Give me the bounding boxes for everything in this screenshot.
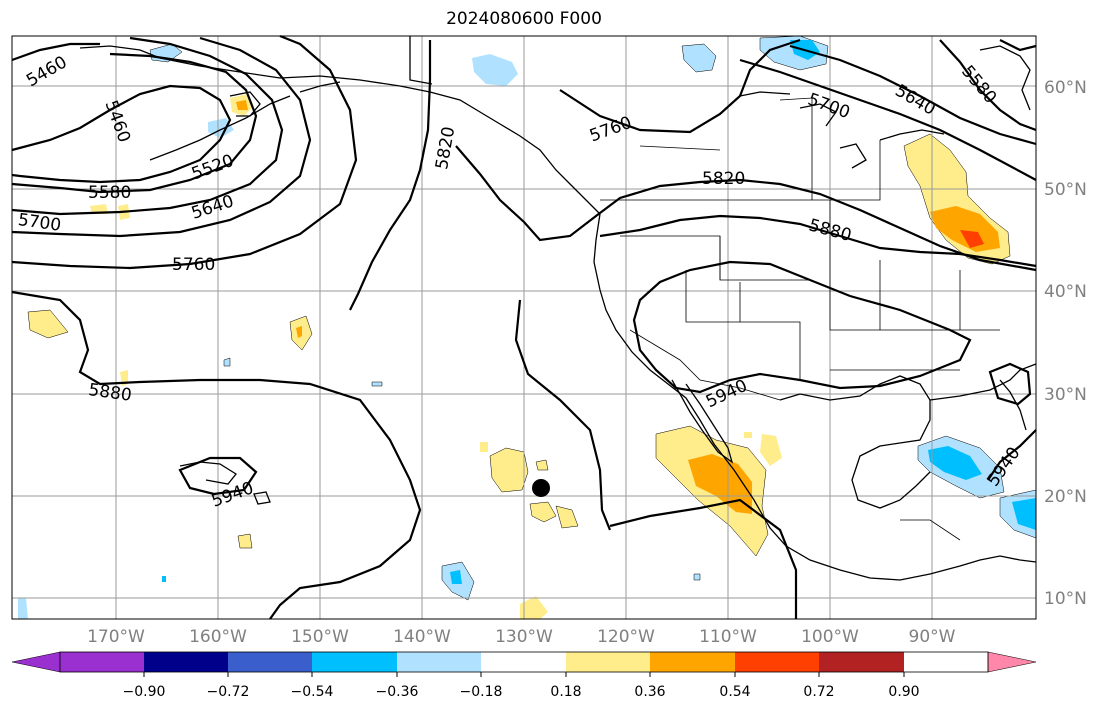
colorbar-tick-label: −0.54 [291, 684, 334, 700]
colorbar-tick-label: −0.18 [460, 684, 503, 700]
lat-label: 40°N [1044, 282, 1087, 302]
colorbar-tick-label: 0.72 [803, 684, 834, 700]
lon-label: 170°W [87, 627, 145, 647]
colorbar-segment [566, 652, 650, 672]
height-contours [11, 34, 1037, 620]
colorbar-segment [397, 652, 481, 672]
colorbar-segment [144, 652, 228, 672]
longitude-labels: 170°W 160°W 150°W 140°W 130°W 120°W 110°… [87, 627, 956, 647]
graticule [12, 36, 1036, 619]
lat-label: 30°N [1044, 385, 1087, 405]
lat-label: 20°N [1044, 487, 1087, 507]
colorbar: −0.90 −0.72 −0.54 −0.36 −0.18 0.18 0.36 0.54 0.7… [11, 651, 1037, 700]
political-borders [600, 97, 1000, 541]
colorbar-segment [312, 652, 397, 672]
colorbar-tick-label: −0.72 [207, 684, 250, 700]
lat-label: 50°N [1044, 180, 1087, 200]
colorbar-extend-min [11, 651, 61, 673]
latitude-labels: 10°N 20°N 30°N 40°N 50°N 60°N [1044, 78, 1087, 609]
colorbar-tick-label: −0.36 [376, 684, 419, 700]
lon-label: 90°W [909, 627, 956, 647]
colorbar-tick-label: 0.18 [550, 684, 581, 700]
colorbar-tick-label: 0.54 [719, 684, 750, 700]
contour-label: 5820 [702, 169, 745, 189]
lat-label: 10°N [1044, 589, 1087, 609]
lon-label: 120°W [597, 627, 655, 647]
colorbar-tick-label: 0.90 [888, 684, 919, 700]
colorbar-tick-label: 0.36 [634, 684, 665, 700]
map-frame [11, 35, 1037, 620]
storm-center-marker [532, 479, 550, 497]
lon-label: 150°W [291, 627, 349, 647]
colorbar-segment [650, 652, 735, 672]
colorbar-segment [819, 652, 904, 672]
lat-label: 60°N [1044, 78, 1087, 98]
lon-label: 140°W [393, 627, 451, 647]
lon-label: 100°W [801, 627, 859, 647]
colorbar-tick-label: −0.90 [123, 684, 166, 700]
lon-label: 160°W [189, 627, 247, 647]
contour-label: 5580 [88, 183, 131, 203]
colorbar-segment [60, 652, 144, 672]
lon-label: 110°W [699, 627, 757, 647]
lon-label: 130°W [495, 627, 553, 647]
map-title: 2024080600 F000 [446, 9, 602, 29]
colorbar-segment [228, 652, 312, 672]
colorbar-extend-max [987, 651, 1037, 673]
colorbar-segment [735, 652, 819, 672]
colorbar-segment [481, 652, 566, 672]
contour-label: 5760 [172, 255, 215, 275]
